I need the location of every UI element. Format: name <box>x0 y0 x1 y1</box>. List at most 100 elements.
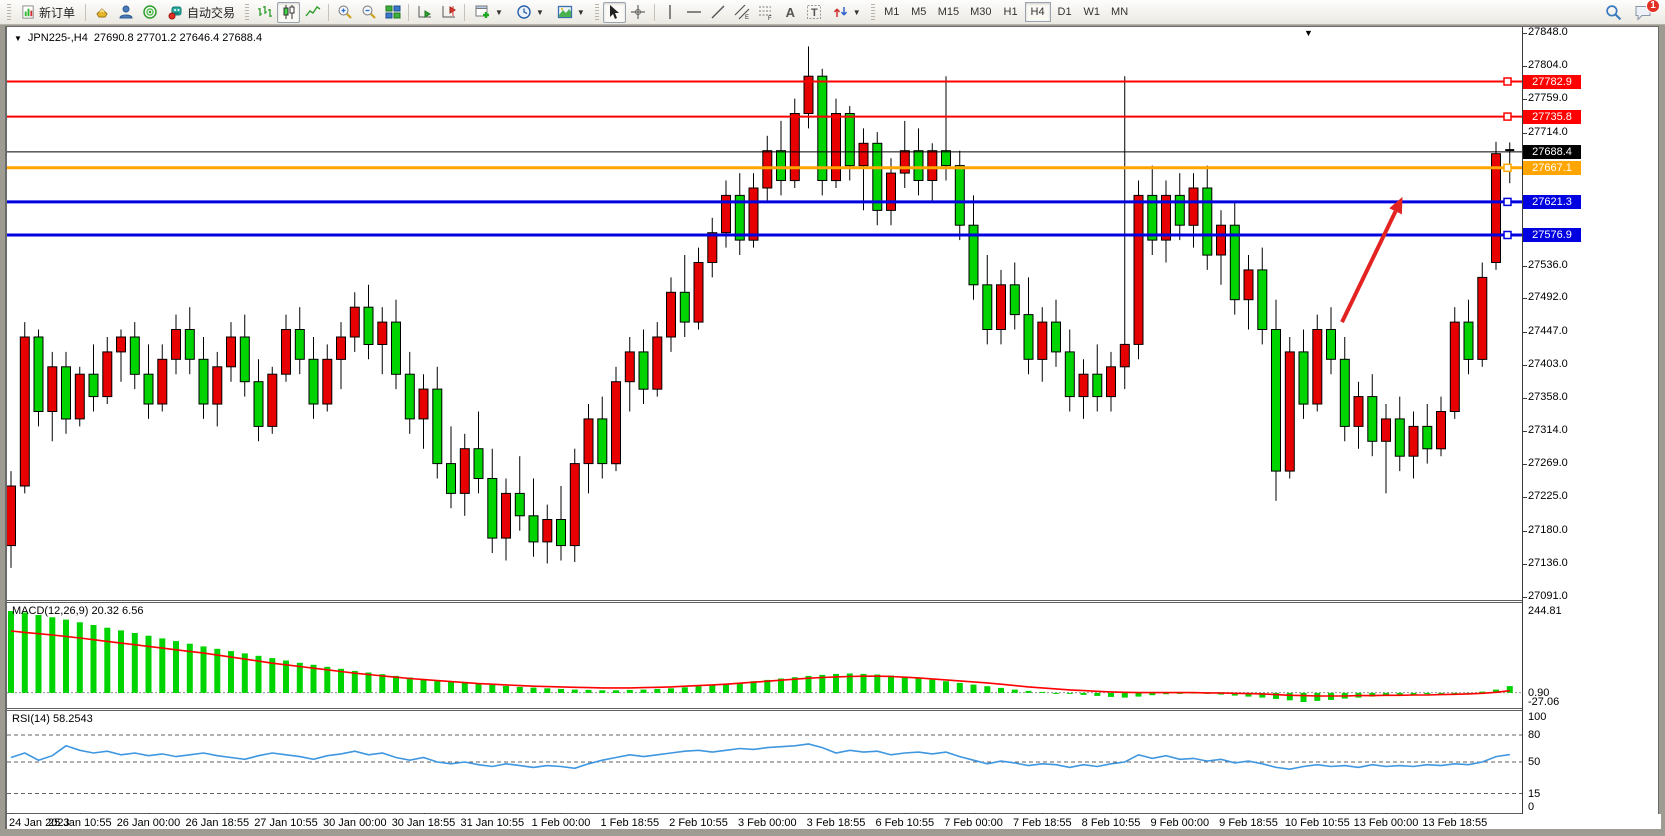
toolbar-separator <box>328 3 330 21</box>
candlestick-mode-button[interactable] <box>277 1 301 23</box>
price-tick-label: 27091.0 <box>1528 590 1568 602</box>
toolbar-right-group: 1 <box>1602 0 1661 23</box>
time-tick-label: 6 Feb 10:55 <box>875 817 935 829</box>
price-tick <box>1522 530 1527 532</box>
price-tick <box>1522 65 1527 67</box>
macd-indicator-canvas[interactable] <box>7 603 1522 708</box>
equidistant-channel-tool-button[interactable]: E <box>731 2 754 23</box>
timeframe-d1-button[interactable]: D1 <box>1057 6 1072 18</box>
price-tick-label: 27269.0 <box>1528 457 1568 470</box>
vertical-line-icon <box>669 5 671 19</box>
price-line-label: 27688.4 <box>1523 144 1581 159</box>
trendline-tool-button[interactable] <box>707 2 730 23</box>
crosshair-tool-button[interactable] <box>627 2 650 23</box>
profile-button[interactable] <box>114 2 137 23</box>
text-label-icon: T <box>807 5 822 19</box>
chart-ohlc-values: 27690.8 27701.2 27646.4 27688.4 <box>93 32 263 44</box>
bar-chart-icon <box>257 6 272 17</box>
tile-windows-button[interactable] <box>381 2 404 23</box>
price-tick <box>1522 132 1527 134</box>
price-axis-border <box>1522 27 1523 814</box>
rsi-axis-label: 100 <box>1528 711 1547 723</box>
new-chart-icon <box>475 5 490 18</box>
arrows-tool-button[interactable]: ▼ <box>827 2 867 23</box>
auto-scroll-button[interactable] <box>413 2 436 23</box>
autotrading-button[interactable]: 自动交易 <box>162 2 241 23</box>
chart-window: ▼ JPN225-,H4 27690.8 27701.2 27646.4 276… <box>5 26 1661 829</box>
toolbar-grip[interactable] <box>245 4 250 20</box>
zoom-in-icon <box>338 5 352 19</box>
periods-button[interactable]: ▼ <box>510 2 550 23</box>
scroll-to-end-marker-icon[interactable]: ▼ <box>1304 28 1313 38</box>
market-watch-button[interactable] <box>90 2 113 23</box>
panel-separator <box>7 813 1522 814</box>
zoom-out-icon <box>362 5 376 19</box>
main-toolbar: 新订单 自动交易 <box>0 0 1665 25</box>
fibonacci-tool-button[interactable]: F <box>755 2 778 23</box>
cursor-tool-button[interactable] <box>602 1 626 23</box>
time-tick-label: 13 Feb 00:00 <box>1353 817 1419 829</box>
timeframe-m5-button[interactable]: M5 <box>911 6 927 18</box>
zoom-out-button[interactable] <box>357 2 380 23</box>
new-order-button[interactable]: 新订单 <box>15 2 81 23</box>
notification-badge: 1 <box>1646 0 1660 13</box>
vertical-line-tool-button[interactable] <box>659 2 682 23</box>
price-tick <box>1522 33 1527 34</box>
timeframe-m15-button[interactable]: M15 <box>937 6 960 18</box>
time-axis[interactable]: 24 Jan 2023 25 Jan 10:55 26 Jan 00:00 26 Ja… <box>7 814 1661 829</box>
main-chart-canvas[interactable] <box>7 27 1522 600</box>
toolbar-separator <box>653 3 655 21</box>
gold-quotes-icon <box>95 8 108 18</box>
chart-title-triangle-icon[interactable]: ▼ <box>14 33 22 43</box>
profile-person-icon <box>119 5 133 19</box>
price-tick <box>1522 597 1527 598</box>
line-chart-icon <box>304 6 320 17</box>
toolbar-grip[interactable] <box>870 4 875 20</box>
timeframe-m30-button[interactable]: M30 <box>970 6 992 18</box>
time-tick-label: 10 Feb 10:55 <box>1284 817 1350 829</box>
chat-button[interactable]: 1 <box>1631 0 1660 23</box>
toolbar-separator <box>408 3 410 21</box>
rsi-axis-label: 15 <box>1528 787 1541 800</box>
timeframe-mn-button[interactable]: MN <box>1111 6 1129 18</box>
timeframe-h1-button[interactable]: H1 <box>1003 6 1018 18</box>
rsi-indicator-label: RSI(14) 58.2543 <box>12 713 93 725</box>
time-tick-label: 1 Feb 18:55 <box>600 817 660 829</box>
signal-button[interactable] <box>138 2 161 23</box>
zoom-in-button[interactable] <box>333 2 356 23</box>
price-tick <box>1522 265 1527 267</box>
toolbar-separator <box>85 3 87 21</box>
timeframe-m1-button[interactable]: M1 <box>884 6 900 18</box>
search-icon <box>1606 4 1622 20</box>
time-tick-label: 31 Jan 10:55 <box>460 817 525 829</box>
timeframe-h4-button[interactable]: H4 <box>1024 2 1051 22</box>
timeframe-w1-button[interactable]: W1 <box>1083 6 1101 18</box>
toolbar-grip[interactable] <box>7 4 11 20</box>
time-tick-label: 8 Feb 10:55 <box>1081 817 1141 829</box>
templates-button[interactable]: ▼ <box>551 2 591 23</box>
bar-chart-mode-button[interactable] <box>253 2 276 23</box>
new-order-icon <box>22 4 34 19</box>
chart-shift-icon <box>442 6 456 18</box>
rsi-indicator-canvas[interactable] <box>7 711 1522 813</box>
panel-separator[interactable] <box>7 708 1522 711</box>
text-label-tool-button[interactable]: T <box>803 2 826 23</box>
price-tick-label: 27447.0 <box>1528 324 1568 337</box>
price-tick <box>1522 464 1527 466</box>
panel-separator[interactable] <box>7 600 1522 603</box>
time-tick-label: 30 Jan 00:00 <box>322 817 387 829</box>
line-chart-mode-button[interactable] <box>301 2 324 23</box>
price-tick-label: 27314.0 <box>1528 423 1568 436</box>
text-tool-button[interactable]: A <box>779 2 802 23</box>
macd-indicator-label: MACD(12,26,9) 20.32 6.56 <box>12 605 144 617</box>
toolbar-grip[interactable] <box>594 4 599 20</box>
search-button[interactable] <box>1602 2 1625 23</box>
new-chart-button[interactable]: ▼ <box>469 2 509 23</box>
price-tick-label: 27536.0 <box>1528 258 1568 271</box>
text-tool-icon: A <box>785 4 795 20</box>
chart-shift-button[interactable] <box>437 2 460 23</box>
macd-axis-label: -27.06 <box>1528 696 1560 708</box>
price-tick <box>1522 298 1527 300</box>
price-tick-label: 27759.0 <box>1528 92 1568 105</box>
horizontal-line-tool-button[interactable] <box>683 2 706 23</box>
